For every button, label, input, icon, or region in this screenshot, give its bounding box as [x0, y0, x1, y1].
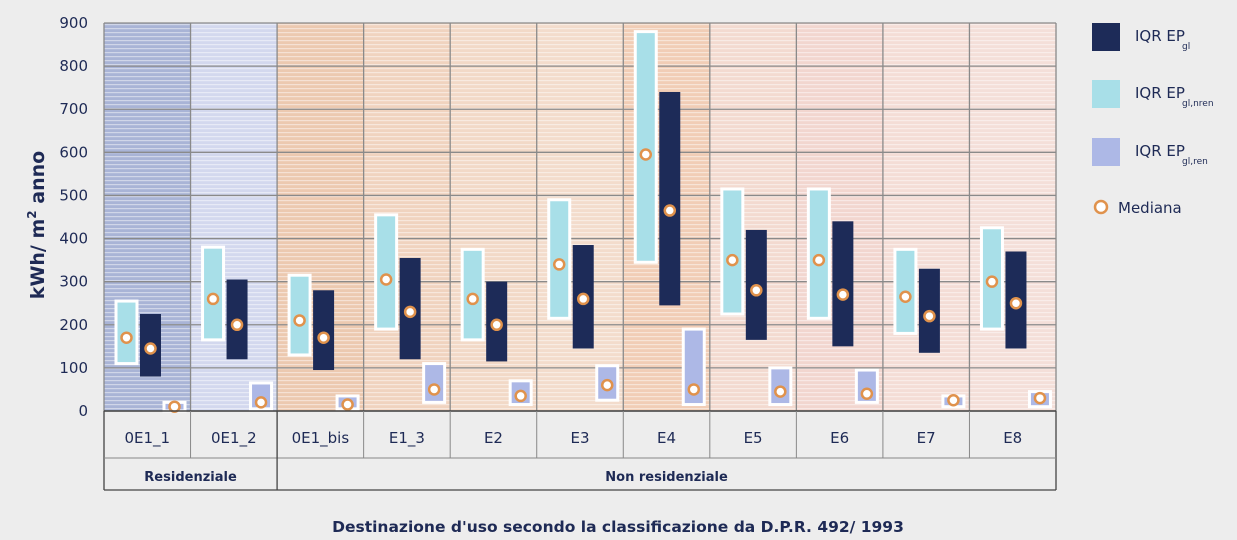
median-gl-nren-0E1_1: [120, 331, 133, 344]
x-tick-E3: E3: [570, 429, 589, 447]
median-gl-ren-E4: [687, 383, 701, 396]
bar-gl-nren-E5: [720, 187, 745, 316]
median-gl-E5: [750, 284, 763, 297]
y-tick-600: 600: [59, 143, 88, 161]
x-tick-0E1_2: 0E1_2: [211, 429, 257, 448]
x-tick-E4: E4: [657, 429, 676, 447]
median-gl-ren-E2: [514, 389, 527, 403]
x-tick-E6: E6: [830, 429, 849, 447]
bar-gl-ren-E1_3: [422, 362, 447, 404]
y-tick-100: 100: [59, 359, 88, 377]
x-tick-E1_3: E1_3: [389, 429, 425, 448]
median-gl-nren-E5: [726, 253, 739, 267]
legend-swatch-gl-nren: [1092, 80, 1120, 108]
median-gl-ren-E7: [947, 393, 960, 407]
median-gl-ren-E6: [860, 387, 874, 401]
x-tick-E2: E2: [484, 429, 503, 447]
group-label-0: Residenziale: [144, 470, 237, 485]
median-gl-E2: [490, 318, 503, 332]
median-gl-ren-E8: [1033, 391, 1047, 405]
median-gl-nren-0E1_2: [206, 292, 220, 306]
legend-label-gl-ren: IQR EP: [1135, 142, 1185, 160]
median-gl-nren-E8: [985, 275, 999, 288]
median-gl-E1_3: [403, 305, 417, 319]
y-tick-800: 800: [59, 57, 88, 75]
median-gl-ren-0E1_bis: [341, 398, 354, 411]
bar-gl-nren-E4: [633, 30, 658, 264]
bar-gl-nren-E6: [806, 187, 831, 320]
median-gl-nren-E2: [466, 292, 479, 306]
median-gl-E7: [923, 309, 936, 323]
y-tick-200: 200: [59, 316, 88, 334]
group-label-1: Non residenziale: [605, 470, 728, 485]
x-tick-E7: E7: [917, 429, 936, 447]
y-tick-300: 300: [59, 273, 88, 291]
grid-lines: [103, 22, 1057, 412]
y-tick-0: 0: [78, 402, 88, 420]
median-gl-E8: [1009, 296, 1023, 310]
median-gl-nren-E1_3: [379, 273, 393, 286]
y-tick-700: 700: [59, 100, 88, 118]
median-gl-ren-E1_3: [427, 383, 441, 396]
x-axis-label: Destinazione d'uso secondo la classifica…: [332, 518, 904, 536]
median-gl-ren-E5: [774, 385, 787, 398]
median-gl-ren-0E1_1: [168, 400, 181, 413]
median-gl-E4: [663, 204, 677, 217]
bar-gl-ren-E4: [681, 327, 706, 407]
legend-label-gl-nren: IQR EP: [1135, 84, 1185, 102]
band-hatch-E8: [969, 23, 1056, 411]
legend-median-marker: [1093, 199, 1109, 215]
y-axis-label: kWh/ m2 anno: [25, 151, 49, 299]
legend-subscript-gl: gl: [1182, 42, 1190, 52]
x-tick-E5: E5: [744, 429, 763, 447]
median-gl-ren-E3: [600, 378, 614, 392]
median-gl-nren-E7: [899, 290, 912, 304]
bar-gl-0E1_bis: [313, 290, 335, 371]
y-tick-500: 500: [59, 186, 88, 204]
legend-swatch-gl-ren: [1092, 138, 1120, 166]
legend-label-median: Mediana: [1118, 199, 1182, 217]
legend-label-gl: IQR EP: [1135, 27, 1185, 45]
median-gl-ren-0E1_2: [254, 396, 268, 409]
median-gl-E3: [576, 292, 590, 306]
median-gl-E6: [836, 288, 850, 301]
legend-subscript-gl-ren: gl,ren: [1182, 157, 1208, 167]
median-gl-0E1_bis: [317, 331, 330, 344]
median-gl-nren-E6: [812, 253, 826, 267]
legend-swatch-gl: [1092, 23, 1120, 51]
bar-gl-E4: [659, 91, 681, 306]
x-tick-E8: E8: [1003, 429, 1022, 447]
axes: 0 100 200 300 400 500 600 700 800 900 0E1_1 0E1_2 0E…: [59, 14, 1057, 491]
x-tick-0E1_1: 0E1_1: [124, 429, 170, 448]
legend-subscript-gl-nren: gl,nren: [1182, 99, 1214, 109]
median-gl-nren-E3: [552, 258, 566, 271]
y-tick-400: 400: [59, 230, 88, 248]
median-gl-nren-0E1_bis: [293, 314, 306, 327]
median-gl-0E1_1: [144, 342, 157, 355]
bar-gl-nren-E1_3: [374, 213, 399, 331]
y-tick-900: 900: [59, 14, 88, 32]
median-gl-0E1_2: [230, 318, 244, 332]
data-marks: [114, 30, 1052, 413]
bar-gl-E6: [832, 221, 854, 347]
x-tick-0E1_bis: 0E1_bis: [292, 429, 350, 448]
median-gl-nren-E4: [639, 148, 653, 161]
